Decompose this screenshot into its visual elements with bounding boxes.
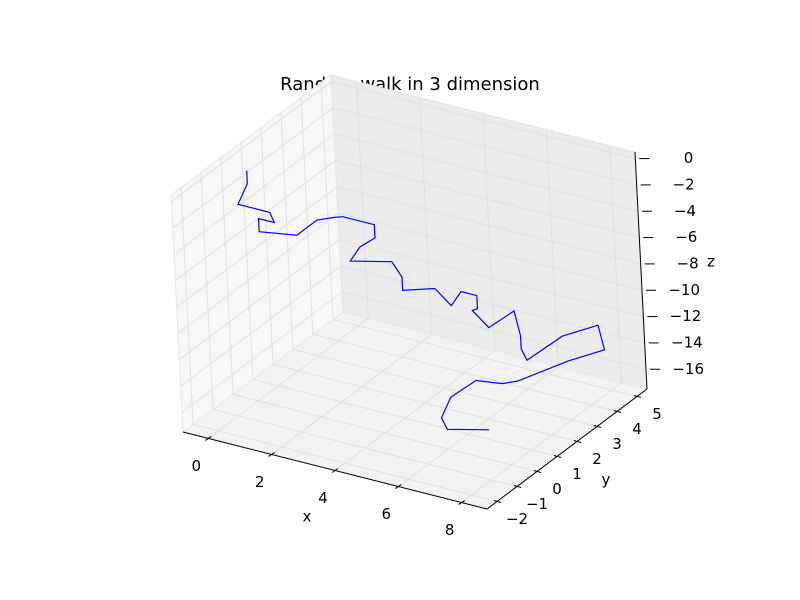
z-tick-label: −6 bbox=[675, 228, 697, 246]
grid-line bbox=[171, 81, 332, 202]
z-tick-label: −4 bbox=[674, 202, 696, 220]
y-tick-label: 5 bbox=[652, 405, 662, 423]
y-tick-label: 2 bbox=[592, 450, 602, 468]
grid-line bbox=[177, 212, 339, 334]
grid-line bbox=[341, 291, 647, 370]
grid-line bbox=[173, 133, 335, 255]
grid-line bbox=[332, 107, 637, 186]
z-tick-label: −8 bbox=[677, 254, 699, 272]
grid-line bbox=[340, 265, 645, 344]
grid-line bbox=[337, 212, 643, 291]
grid-line bbox=[176, 186, 337, 308]
y-tick-label: −1 bbox=[526, 495, 548, 513]
grid-line bbox=[260, 127, 274, 365]
grid-line bbox=[212, 409, 518, 487]
z-tick-label: −10 bbox=[668, 281, 700, 299]
grid-line bbox=[300, 97, 314, 335]
x-axis-label: x bbox=[303, 508, 312, 526]
grid-line bbox=[179, 239, 340, 360]
z-axis-line bbox=[634, 151, 648, 390]
z-axis-label: z bbox=[707, 253, 715, 271]
grid-line bbox=[339, 239, 644, 318]
y-tick-label: 4 bbox=[632, 420, 642, 438]
x-tick-label: 6 bbox=[382, 505, 392, 523]
z-tick-label: −12 bbox=[670, 307, 702, 325]
grid-line bbox=[292, 349, 598, 427]
grid-line bbox=[180, 187, 194, 425]
grid-line bbox=[208, 318, 369, 439]
grid-line bbox=[240, 142, 254, 380]
y-axis-label: y bbox=[602, 471, 611, 489]
grid-line bbox=[192, 424, 498, 502]
y-tick-label: 3 bbox=[612, 435, 622, 453]
z-tick-label: −16 bbox=[672, 360, 704, 378]
x-axis-line bbox=[182, 431, 488, 510]
grid-line bbox=[280, 112, 294, 350]
grid-line bbox=[320, 82, 334, 320]
grid-line bbox=[461, 382, 622, 503]
grid-line bbox=[271, 334, 432, 455]
grid-line bbox=[331, 81, 636, 160]
grid-line bbox=[200, 172, 214, 410]
x-tick-label: 4 bbox=[318, 489, 328, 507]
x-tick-label: 8 bbox=[445, 521, 455, 539]
grid-line bbox=[333, 133, 639, 212]
x-tick-label: 0 bbox=[192, 457, 202, 475]
grid-line bbox=[332, 319, 638, 397]
grid-line bbox=[272, 364, 578, 442]
grid-line bbox=[172, 107, 333, 229]
grid-line bbox=[336, 186, 641, 265]
grid-line bbox=[334, 350, 496, 471]
y-tick-label: 1 bbox=[572, 465, 582, 483]
grid-line bbox=[609, 145, 623, 383]
z-tick-label: 0 bbox=[684, 149, 694, 167]
grid-line bbox=[398, 366, 559, 487]
walk-line bbox=[237, 170, 606, 431]
grid-line bbox=[419, 97, 433, 335]
grid-line bbox=[335, 160, 640, 239]
grid-line bbox=[175, 160, 336, 281]
z-tick-label: −14 bbox=[671, 333, 703, 351]
grid-line bbox=[355, 81, 369, 319]
grid-line bbox=[482, 113, 496, 351]
grid-line bbox=[312, 334, 618, 412]
grid-line bbox=[545, 129, 559, 367]
grid-line bbox=[180, 265, 341, 387]
y-tick-label: 0 bbox=[552, 480, 562, 498]
grid-line bbox=[220, 157, 234, 395]
y-axis-line bbox=[486, 388, 648, 510]
z-tick-label: −2 bbox=[673, 175, 695, 193]
grid-line bbox=[181, 291, 343, 413]
x-tick-label: 2 bbox=[255, 473, 265, 491]
grid-line bbox=[252, 379, 558, 457]
y-tick-label: −2 bbox=[506, 510, 528, 528]
grid-line bbox=[232, 394, 538, 472]
